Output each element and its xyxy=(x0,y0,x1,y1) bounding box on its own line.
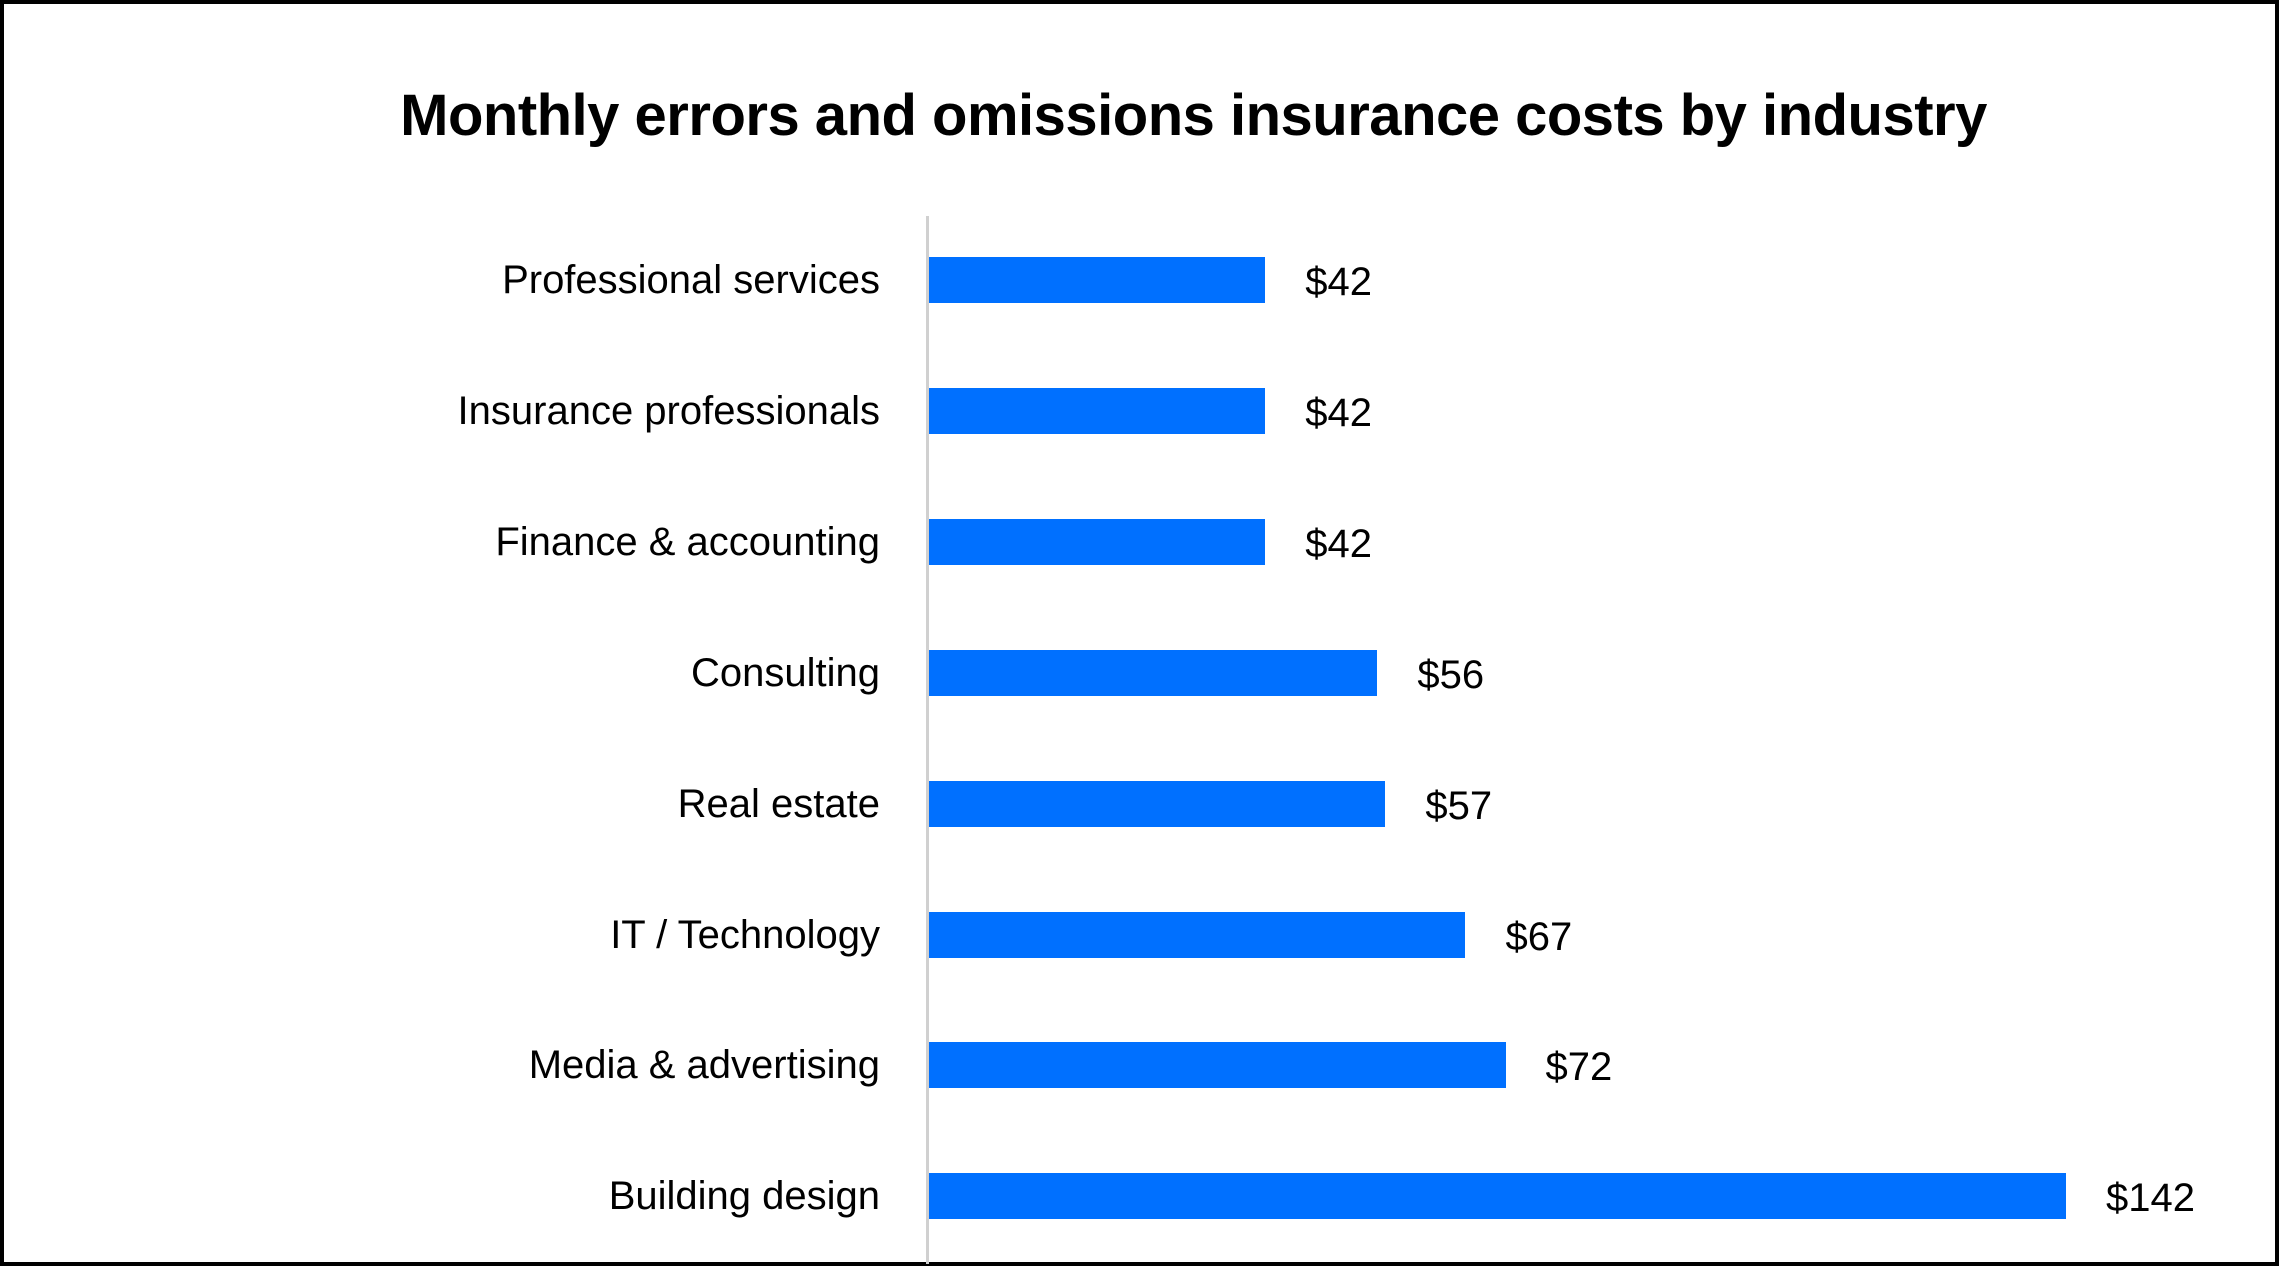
bar xyxy=(929,649,1378,696)
bar-row: Finance & accounting $42 xyxy=(4,518,2279,566)
value-label: $72 xyxy=(1545,1045,1613,1090)
value-label: $57 xyxy=(1425,783,1493,828)
bar-row: Professional services $42 xyxy=(4,257,2279,304)
value-label: $67 xyxy=(1505,914,1573,959)
y-axis-line xyxy=(926,216,929,1264)
bar-row: Consulting $56 xyxy=(4,649,2279,697)
category-label: Building design xyxy=(608,1174,880,1219)
category-label: Insurance professionals xyxy=(457,388,880,433)
bar xyxy=(929,1173,2066,1220)
value-label: $142 xyxy=(2106,1176,2195,1221)
bar xyxy=(929,387,1266,434)
value-label: $42 xyxy=(1305,521,1373,566)
category-label: Professional services xyxy=(502,258,880,302)
bar-row: Building design $142 xyxy=(4,1173,2279,1221)
category-label: Consulting xyxy=(690,650,880,695)
category-label: IT / Technology xyxy=(610,912,880,957)
bar xyxy=(929,1042,1506,1089)
bar xyxy=(929,257,1266,303)
chart-title: Monthly errors and omissions insurance c… xyxy=(400,83,1987,148)
bar xyxy=(929,911,1466,958)
value-label: $42 xyxy=(1305,390,1373,435)
value-label: $56 xyxy=(1417,652,1485,697)
bar-row: Media & advertising $72 xyxy=(4,1042,2279,1090)
bar-row: Insurance professionals $42 xyxy=(4,387,2279,435)
bar xyxy=(929,518,1266,565)
category-label: Real estate xyxy=(677,781,880,826)
bar-row: Real estate $57 xyxy=(4,780,2279,828)
category-label: Media & advertising xyxy=(528,1043,880,1088)
category-label: Finance & accounting xyxy=(495,519,880,564)
value-label: $42 xyxy=(1305,260,1373,304)
bar xyxy=(929,780,1386,827)
bar-row: IT / Technology $67 xyxy=(4,911,2279,959)
